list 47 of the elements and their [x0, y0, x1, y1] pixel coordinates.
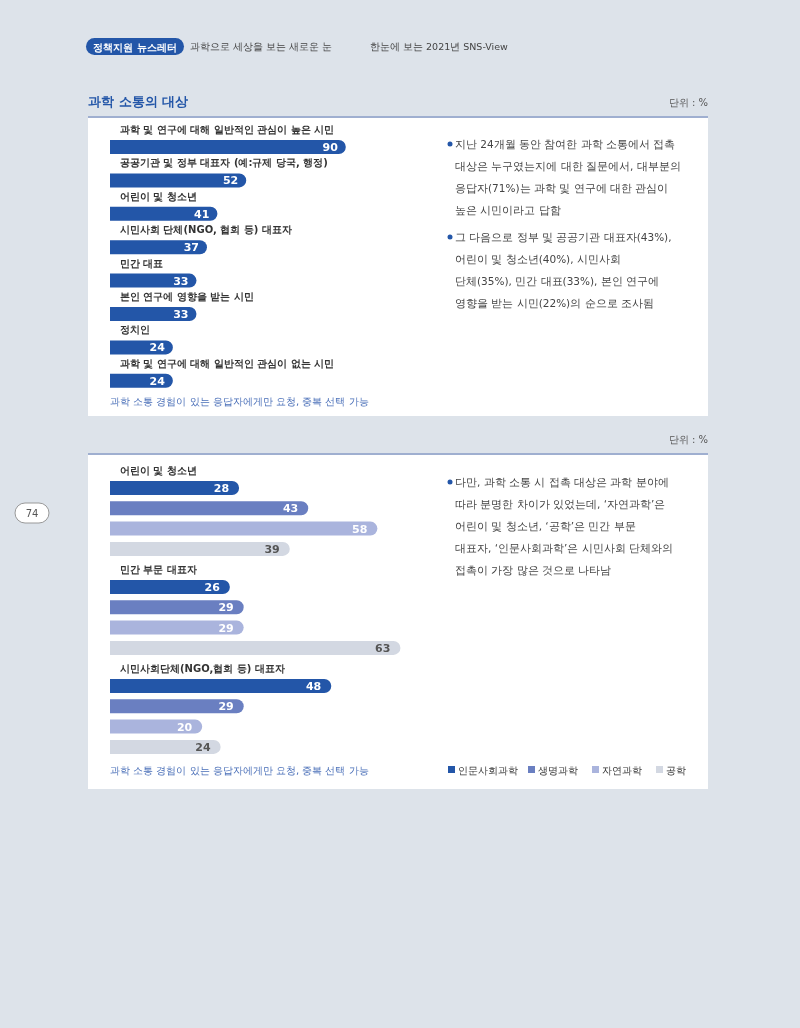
legend-label: 인문사회과학 — [458, 765, 518, 776]
data-label: 33 — [173, 308, 189, 321]
y-tick-label: 민간 대표 — [120, 257, 164, 269]
data-label: 41 — [194, 207, 210, 221]
y-tick-label: 과학 및 연구에 대해 일반적인 관심이 높은 시민 — [120, 124, 335, 135]
y-tick-label: 과학 및 연구에 대해 일반적인 관심이 없는 시민 — [120, 357, 335, 369]
chart-title: 과학 소통의 대상 — [88, 94, 189, 109]
text: 그 다음으로 정부 및 공공기관 대표자(43%), 어린이 및 청소년(40%), 시민사회 단체(35%), 민간 대표(33%), 본인 연구에 영향을 받는 시민(22%)의 순으로 조사됨 — [455, 231, 672, 309]
y-tick-label: 정치인 — [120, 324, 150, 336]
text: 다만, 과학 소통 시 접촉 대상은 과학 분야에 따라 분명한 차이가 있었는데, ‘자연과학’은 어린이 및 청소년, ‘공학’은 민간 부문 대표자, ‘인문사회과학’은 시민사회 단체와의 접촉이 가장 많은 것으로 나타남 — [455, 476, 674, 576]
text: 74 — [25, 508, 39, 519]
y-tick-label: 어린이 및 청소년 — [120, 190, 197, 202]
text: 정책지원 뉴스레터 — [93, 42, 177, 53]
y-tick-label: 시민사회단체(NGO,협회 등) 대표자 — [120, 663, 285, 674]
data-label: 29 — [218, 621, 234, 635]
y-tick-label: 민간 부문 대표자 — [120, 564, 197, 575]
text: 과학 소통 경험이 있는 응답자에게만 요청, 중복 선택 가능 — [110, 396, 369, 407]
data-label: 24 — [149, 374, 166, 388]
legend-label: 공학 — [666, 765, 686, 776]
data-label: 43 — [282, 502, 299, 516]
data-label: 37 — [183, 241, 199, 255]
data-label: 26 — [204, 581, 221, 594]
y-tick-label: 시민사회 단체(NGO, 협회 등) 대표자 — [120, 224, 292, 236]
text: 과학으로 세상을 보는 새로운 눈 — [190, 41, 333, 52]
data-label: 39 — [264, 542, 280, 556]
data-label: 29 — [218, 601, 234, 615]
y-tick-label: 공공기관 및 정부 대표자 (예:규제 당국, 행정) — [120, 157, 328, 169]
data-label: 20 — [176, 720, 193, 734]
data-label: 63 — [375, 641, 391, 655]
legend-label: 자연과학 — [602, 765, 642, 776]
data-label: 33 — [173, 274, 189, 288]
y-tick-label: 본인 연구에 영향을 받는 시민 — [120, 291, 254, 302]
legend-label: 생명과학 — [538, 765, 578, 776]
text: 단위 : % — [668, 434, 708, 445]
data-label: 29 — [218, 700, 234, 714]
data-label: 90 — [322, 141, 339, 154]
text: 과학 소통 경험이 있는 응답자에게만 요청, 중복 선택 가능 — [110, 765, 369, 776]
data-label: 28 — [213, 482, 230, 495]
text: 지난 24개월 동안 참여한 과학 소통에서 접촉 대상은 누구였는지에 대한 질문에서, 대부분의 응답자(71%)는 과학 및 연구에 대한 관심이 높은 시민이라고 답함 — [455, 138, 681, 216]
text: 단위 : % — [668, 97, 708, 108]
data-label: 52 — [222, 174, 239, 188]
data-label: 24 — [149, 341, 166, 355]
data-label: 58 — [352, 522, 368, 536]
data-label: 24 — [195, 740, 211, 754]
text: 한눈에 보는 2021년 SNS-View — [370, 41, 509, 52]
data-label: 48 — [305, 680, 322, 693]
y-tick-label: 어린이 및 청소년 — [120, 465, 197, 476]
